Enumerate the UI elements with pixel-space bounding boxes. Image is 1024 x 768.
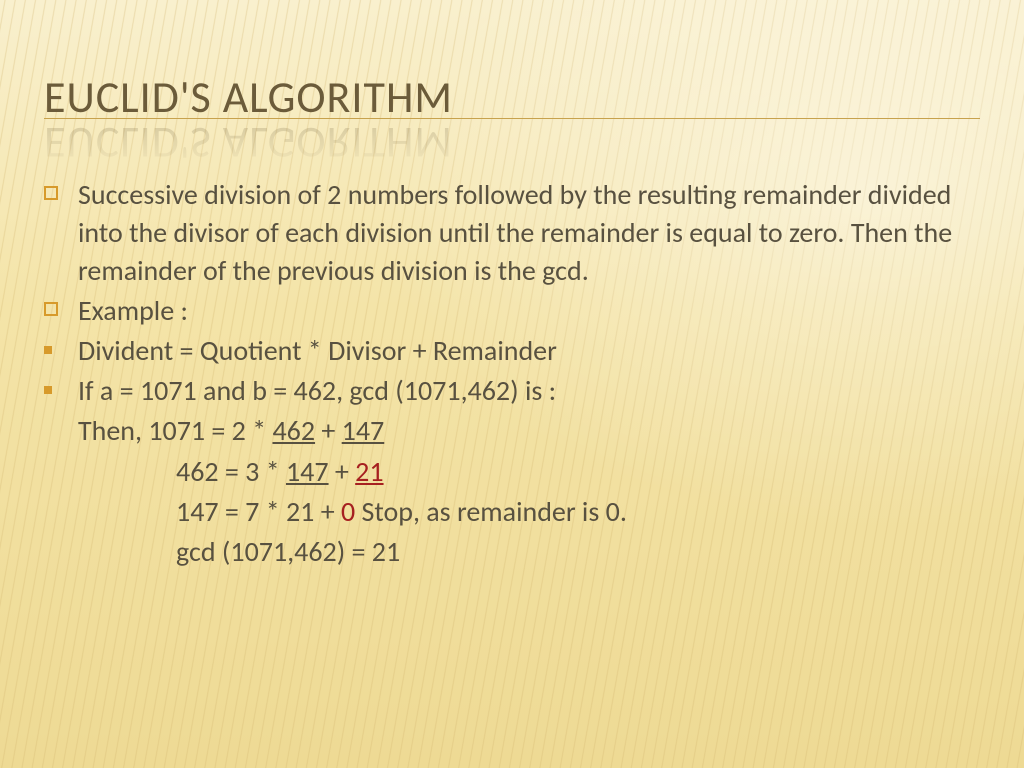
title-underline <box>44 118 980 119</box>
bullet-small-square-icon <box>44 332 78 370</box>
equation-text: Then, 1071 = 2 * 462 + 147 <box>44 412 980 450</box>
eq-red: 0 <box>341 494 355 529</box>
bullet-item: Successive division of 2 numbers followe… <box>44 176 980 290</box>
eq-part: + <box>329 454 356 489</box>
slide-body: Successive division of 2 numbers followe… <box>44 176 980 573</box>
equation-line: Then, 1071 = 2 * 462 + 147 <box>44 412 980 450</box>
bullet-small-square-icon <box>44 372 78 410</box>
bullet-item: Example : <box>44 292 980 330</box>
bullet-item: Divident = Quotient * Divisor + Remainde… <box>44 332 980 370</box>
equation-line: 147 = 7 * 21 + 0 Stop, as remainder is 0… <box>44 493 980 531</box>
eq-part: Stop, as remainder is 0. <box>355 494 627 529</box>
slide-title-reflection: EUCLID'S ALGORITHM <box>44 116 453 170</box>
eq-underline: 147 <box>342 413 385 448</box>
eq-red-underline: 21 <box>355 454 383 489</box>
equation-line: 462 = 3 * 147 + 21 <box>44 453 980 491</box>
bullet-text: If a = 1071 and b = 462, gcd (1071,462) … <box>78 372 980 410</box>
equation-line: gcd (1071,462) = 21 <box>44 533 980 571</box>
equation-text: 147 = 7 * 21 + 0 Stop, as remainder is 0… <box>44 493 980 531</box>
equation-text: gcd (1071,462) = 21 <box>44 533 980 571</box>
bullet-text: Divident = Quotient * Divisor + Remainde… <box>78 332 980 370</box>
eq-underline: 462 <box>272 413 315 448</box>
eq-part: 147 = 7 * 21 + <box>176 494 341 529</box>
eq-part: Then, 1071 = 2 * <box>78 413 272 448</box>
eq-underline: 147 <box>286 454 329 489</box>
eq-part: 462 = 3 * <box>176 454 286 489</box>
bullet-open-square-icon <box>44 292 78 330</box>
bullet-text: Example : <box>78 292 980 330</box>
eq-part: + <box>315 413 342 448</box>
equation-text: 462 = 3 * 147 + 21 <box>44 453 980 491</box>
bullet-item: If a = 1071 and b = 462, gcd (1071,462) … <box>44 372 980 410</box>
bullet-text: Successive division of 2 numbers followe… <box>78 176 980 290</box>
bullet-open-square-icon <box>44 176 78 290</box>
